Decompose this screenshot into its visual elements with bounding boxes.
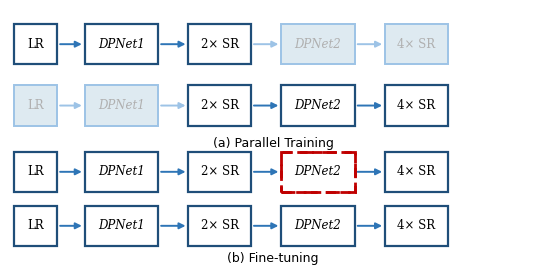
Bar [14, 85, 57, 126]
Text: (b) Fine-tuning: (b) Fine-tuning [227, 252, 319, 265]
Text: DPNet1: DPNet1 [98, 219, 145, 232]
Bar [14, 24, 57, 65]
Bar [188, 85, 251, 126]
Text: DPNet2: DPNet2 [295, 165, 341, 178]
Bar [281, 85, 355, 126]
Text: (a) Parallel Training: (a) Parallel Training [212, 137, 334, 150]
Bar [281, 151, 355, 192]
Bar [188, 151, 251, 192]
Text: 4× SR: 4× SR [397, 38, 435, 51]
Text: 4× SR: 4× SR [397, 165, 435, 178]
Text: DPNet2: DPNet2 [295, 99, 341, 112]
Bar [385, 24, 448, 65]
Text: DPNet2: DPNet2 [295, 219, 341, 232]
Text: DPNet2: DPNet2 [295, 38, 341, 51]
Text: 2× SR: 2× SR [201, 219, 239, 232]
Bar [281, 151, 355, 192]
Text: DPNet1: DPNet1 [98, 99, 145, 112]
Bar [385, 85, 448, 126]
Bar [85, 205, 158, 246]
Text: 4× SR: 4× SR [397, 99, 435, 112]
Bar [385, 151, 448, 192]
Text: LR: LR [27, 38, 44, 51]
Text: LR: LR [27, 99, 44, 112]
Bar [14, 205, 57, 246]
Bar [188, 205, 251, 246]
Bar [281, 24, 355, 65]
Text: LR: LR [27, 219, 44, 232]
Bar [85, 24, 158, 65]
Text: 2× SR: 2× SR [201, 38, 239, 51]
Bar [188, 24, 251, 65]
Text: 2× SR: 2× SR [201, 165, 239, 178]
Text: DPNet1: DPNet1 [98, 38, 145, 51]
Text: DPNet1: DPNet1 [98, 165, 145, 178]
Bar [281, 205, 355, 246]
Text: 4× SR: 4× SR [397, 219, 435, 232]
Text: LR: LR [27, 165, 44, 178]
Text: 2× SR: 2× SR [201, 99, 239, 112]
Bar [85, 151, 158, 192]
Bar [85, 85, 158, 126]
Bar [385, 205, 448, 246]
Bar [14, 151, 57, 192]
